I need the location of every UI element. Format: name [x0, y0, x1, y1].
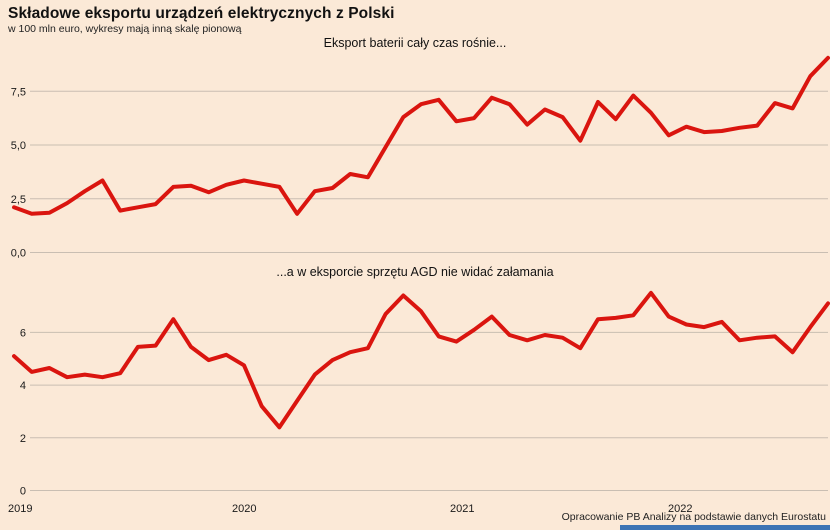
y-tick-label: 0,0: [11, 248, 26, 260]
y-tick-label: 2,5: [11, 194, 26, 206]
y-tick-label: 4: [20, 380, 26, 392]
y-tick-label: 2: [20, 433, 26, 445]
y-tick-label: 5,0: [11, 140, 26, 152]
source-credit: Opracowanie PB Analizy na podstawie dany…: [561, 511, 826, 523]
x-tick-label: 2020: [232, 503, 256, 515]
agd-exports-line: [12, 290, 830, 430]
battery-chart-title: Eksport baterii cały czas rośnie...: [323, 36, 507, 50]
agd-chart-title: ...a w eksporcie sprzętu AGD nie widać z…: [276, 265, 554, 279]
brand-accent-bar: [620, 525, 830, 530]
battery-exports-line: [12, 55, 830, 216]
page-title: Składowe eksportu urządzeń elektrycznych…: [8, 5, 395, 22]
y-tick-label: 6: [20, 327, 26, 339]
x-tick-label: 2019: [8, 503, 32, 515]
page-subtitle: w 100 mln euro, wykresy mają inną skalę …: [8, 23, 242, 35]
y-tick-label: 0: [20, 486, 26, 498]
x-tick-label: 2021: [450, 503, 474, 515]
y-tick-label: 7,5: [11, 86, 26, 98]
x-tick-label: 2022: [668, 503, 692, 515]
